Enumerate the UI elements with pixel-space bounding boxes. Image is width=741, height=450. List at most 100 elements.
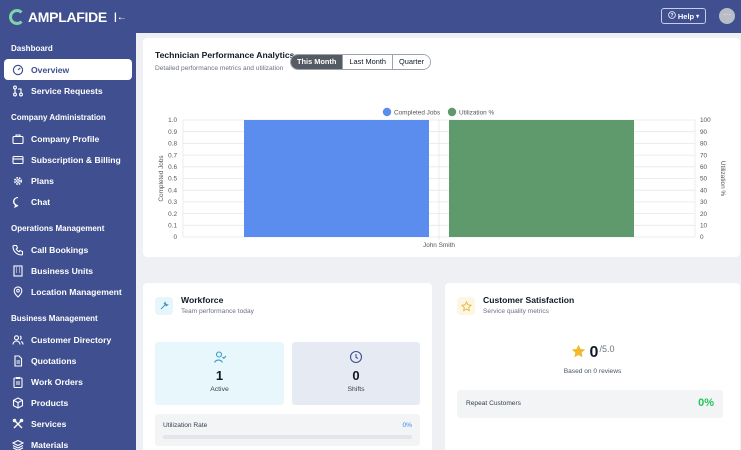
legend-entry[interactable]: Utilization % — [459, 109, 494, 116]
sidebar-item-label: Service Requests — [31, 85, 103, 96]
utilization-rate-box: Utilization Rate 0% — [155, 414, 420, 446]
user-avatar-button[interactable]: ··· — [719, 8, 735, 24]
map-pin-icon — [12, 285, 24, 298]
rating-value: 0 — [589, 344, 599, 361]
sidebar-item-label: Business Units — [31, 265, 94, 276]
sidebar-item-work-orders[interactable]: Work Orders — [4, 371, 132, 392]
box-icon — [12, 396, 24, 409]
sidebar-item-customer-directory[interactable]: Customer Directory — [4, 329, 132, 350]
bar-utilization[interactable] — [449, 120, 634, 237]
period-this-month-button[interactable]: This Month — [291, 55, 344, 69]
chevron-down-icon: ▾ — [696, 13, 700, 20]
help-label: Help — [677, 11, 695, 21]
sidebar-item-service-requests[interactable]: Service Requests — [4, 80, 132, 101]
reviews-count-text: Based on 0 reviews — [563, 368, 622, 375]
user-group-icon — [12, 334, 24, 346]
sidebar-section-label: Company Administration — [11, 113, 106, 122]
document-icon — [12, 354, 24, 367]
analytics-title: Technician Performance Analytics — [155, 50, 295, 60]
sidebar-item-chat[interactable]: Chat — [4, 191, 132, 212]
sidebar-item-label: Customer Directory — [31, 334, 112, 345]
sidebar-item-services[interactable]: Services — [4, 413, 132, 434]
sidebar-item-location-management[interactable]: Location Management — [4, 281, 132, 302]
sidebar-item-label: Materials — [31, 439, 69, 450]
gauge-icon — [12, 64, 24, 76]
sidebar-item-overview[interactable]: Overview — [4, 59, 132, 80]
y2-tick-label: 30 — [700, 199, 708, 206]
sidebar-item-company-profile[interactable]: Company Profile — [4, 128, 132, 149]
credit-card-icon — [12, 154, 24, 166]
sidebar-section-label: Operations Management — [11, 224, 105, 233]
y-tick-label: 0.7 — [168, 152, 177, 159]
y2-tick-label: 20 — [700, 211, 708, 218]
customer-satisfaction-card: Customer Satisfaction Service quality me… — [445, 283, 740, 450]
sidebar-item-subscription-billing[interactable]: Subscription & Billing — [4, 149, 132, 170]
svg-text:?: ? — [670, 13, 673, 19]
y-tick-label: 0.9 — [168, 129, 177, 136]
period-quarter-button[interactable]: Quarter — [393, 55, 431, 69]
sidebar-item-business-units[interactable]: Business Units — [4, 260, 132, 281]
clock-icon — [292, 350, 420, 364]
legend-entry[interactable]: Completed Jobs — [394, 109, 440, 116]
sidebar-item-label: Company Profile — [31, 133, 100, 144]
legend-swatch — [382, 107, 392, 117]
y-tick-label: 0.5 — [168, 176, 177, 183]
briefcase-icon — [12, 133, 24, 145]
sidebar: AMPLAFIDE |← Dashboard Overview Service … — [0, 0, 136, 450]
y2-tick-label: 40 — [700, 187, 708, 194]
clipboard-icon — [12, 376, 24, 388]
repeat-customers-box: Repeat Customers 0% — [457, 390, 723, 418]
y-tick-label: 0 — [173, 234, 177, 241]
shifts-label: Shifts — [347, 386, 365, 393]
star-outline-icon — [457, 297, 475, 315]
tools-icon — [12, 418, 24, 430]
sidebar-item-label: Chat — [31, 196, 51, 207]
y2-tick-label: 10 — [700, 223, 708, 230]
shifts-stat-box: 0 Shifts — [292, 342, 420, 405]
sidebar-item-materials[interactable]: Materials — [4, 434, 132, 450]
sidebar-section-label: Business Management — [11, 314, 98, 323]
shifts-count: 0 — [352, 368, 360, 383]
y-tick-label: 0.8 — [168, 141, 177, 148]
sidebar-item-label: Plans — [31, 175, 54, 186]
sidebar-item-call-bookings[interactable]: Call Bookings — [4, 239, 132, 260]
sidebar-item-label: Location Management — [31, 286, 122, 297]
sidebar-item-label: Overview — [31, 64, 70, 75]
collapse-sidebar-button[interactable]: |← — [113, 11, 127, 23]
performance-bar-chart: 1.00.90.80.70.60.50.40.30.20.10 10090807… — [158, 107, 726, 249]
sidebar-item-plans[interactable]: Plans — [4, 170, 132, 191]
help-button[interactable]: ? Help ▾ — [661, 8, 706, 24]
sidebar-item-label: Call Bookings — [31, 244, 89, 255]
bar-completed-jobs[interactable] — [244, 120, 429, 237]
amplafide-logo-icon — [9, 9, 25, 25]
top-bar: ? Help ▾ ··· — [136, 0, 741, 33]
satisfaction-subtitle: Service quality metrics — [483, 308, 549, 315]
utilization-progress-track — [163, 435, 412, 439]
y2-tick-label: 50 — [700, 176, 708, 183]
utilization-value: 0% — [402, 422, 412, 429]
workforce-subtitle: Team performance today — [181, 308, 254, 315]
brand: AMPLAFIDE |← — [0, 0, 136, 34]
sidebar-item-label: Products — [31, 397, 69, 408]
repeat-customers-value: 0% — [698, 397, 714, 409]
period-last-month-button[interactable]: Last Month — [343, 55, 393, 69]
y2-tick-label: 60 — [700, 164, 708, 171]
sidebar-item-quotations[interactable]: Quotations — [4, 350, 132, 371]
y2-tick-label: 90 — [700, 129, 708, 136]
sidebar-section-label: Dashboard — [11, 44, 53, 53]
y2-tick-label: 0 — [700, 234, 704, 241]
chat-bubble-icon — [12, 196, 24, 208]
y-tick-label: 0.3 — [168, 199, 177, 206]
rating-max: /5.0 — [599, 344, 615, 354]
active-label: Active — [210, 386, 229, 393]
sidebar-item-products[interactable]: Products — [4, 392, 132, 413]
phone-icon — [12, 244, 24, 256]
repeat-customers-label: Repeat Customers — [466, 400, 521, 407]
y-tick-label: 0.1 — [168, 223, 177, 230]
sidebar-item-label: Work Orders — [31, 376, 83, 387]
y2-tick-label: 70 — [700, 152, 708, 159]
utilization-label: Utilization Rate — [163, 422, 208, 429]
legend-swatch — [447, 107, 457, 117]
sidebar-item-label: Subscription & Billing — [31, 154, 121, 165]
brand-name: AMPLAFIDE — [28, 9, 107, 25]
